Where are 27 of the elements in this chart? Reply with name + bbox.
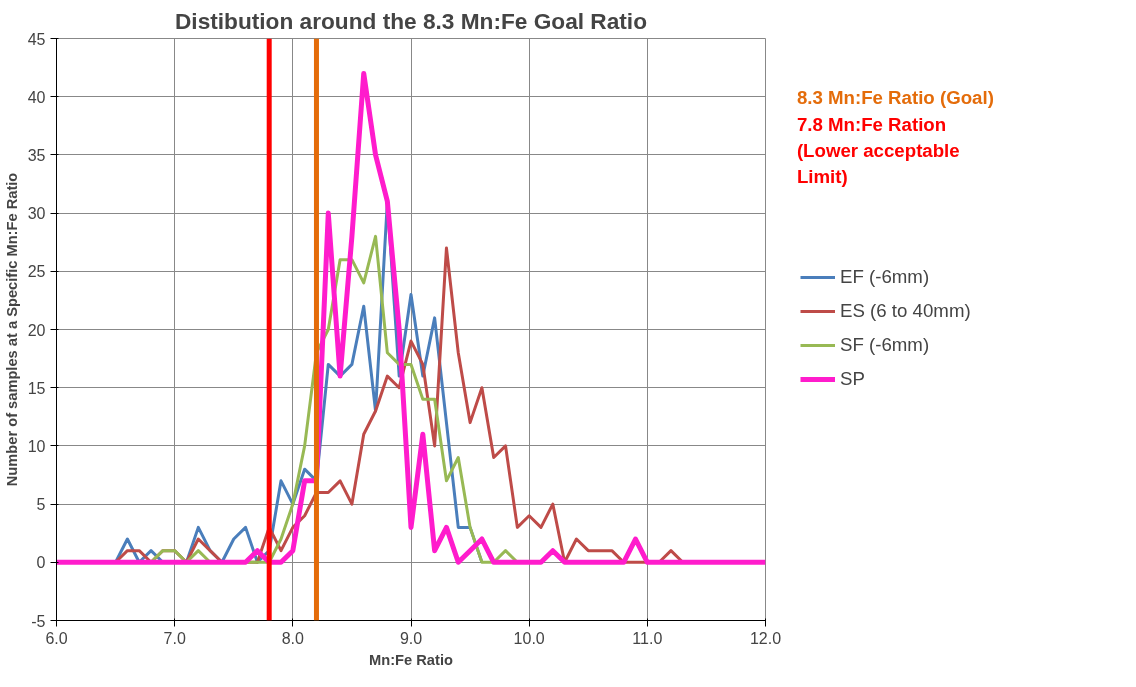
y-axis-title: Number of samples at a Specific Mn:Fe Ratio <box>3 172 20 487</box>
x-tick-label: 12.0 <box>749 629 782 647</box>
legend-label: EF (-6mm) <box>840 266 930 288</box>
y-tick-label: 10 <box>27 437 46 455</box>
x-tick-label: 6.0 <box>45 629 68 647</box>
y-tick-label: 15 <box>27 379 46 397</box>
x-tick-label: 11.0 <box>632 629 663 647</box>
x-tick-label: 7.0 <box>163 629 186 647</box>
legend-label: SF (-6mm) <box>840 334 930 356</box>
y-tick-label: 35 <box>27 146 46 164</box>
y-tick-label: 40 <box>27 88 46 106</box>
y-tick-label: 30 <box>27 205 46 223</box>
x-tick-label: 9.0 <box>399 629 423 647</box>
y-tick-label: 25 <box>27 263 46 281</box>
y-tick-label: -5 <box>31 612 46 630</box>
legend-label: SP <box>840 368 865 390</box>
chart-title: Distibution around the 8.3 Mn:Fe Goal Ratio <box>175 7 648 34</box>
x-tick-label: 10.0 <box>513 629 545 647</box>
y-tick-label: 20 <box>27 321 46 339</box>
x-axis-title: Mn:Fe Ratio <box>369 651 453 668</box>
legend-label: ES (6 to 40mm) <box>840 300 971 322</box>
x-tick-label: 8.0 <box>281 629 305 647</box>
y-tick-label: 0 <box>36 554 46 572</box>
ref-line-label: 7.8 Mn:Fe Ration (Lower acceptable Limit) <box>796 113 960 187</box>
y-tick-label: 45 <box>27 30 46 48</box>
y-tick-label: 5 <box>36 496 46 514</box>
ref-line-label: 8.3 Mn:Fe Ratio (Goal) <box>796 87 994 109</box>
